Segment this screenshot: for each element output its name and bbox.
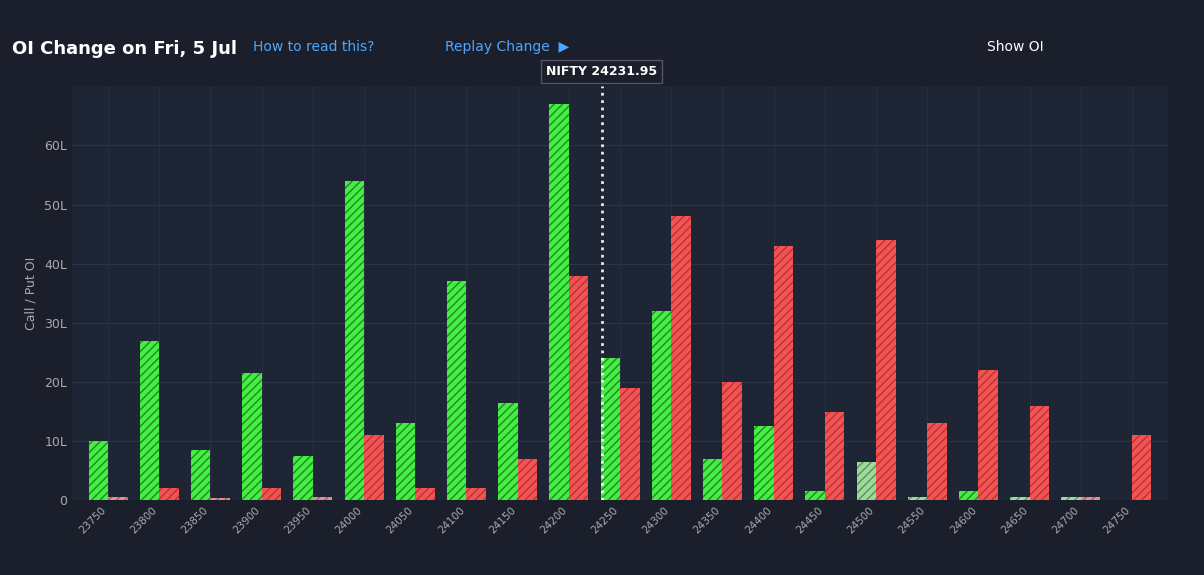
Bar [1010, 497, 1029, 500]
Bar [1132, 435, 1151, 500]
Text: OI Change on Fri, 5 Jul: OI Change on Fri, 5 Jul [12, 40, 237, 58]
Bar [140, 340, 159, 500]
Y-axis label: Call / Put OI: Call / Put OI [24, 256, 37, 330]
Bar [140, 340, 159, 500]
Bar [498, 402, 518, 500]
Bar [877, 240, 896, 500]
Bar [722, 382, 742, 500]
Bar [191, 450, 211, 500]
Bar [242, 373, 261, 500]
Bar [364, 435, 384, 500]
Text: Show OI: Show OI [987, 40, 1044, 54]
Bar [908, 497, 927, 500]
Bar [313, 497, 332, 500]
Bar [754, 426, 774, 500]
Bar [108, 497, 128, 500]
Bar [1081, 497, 1100, 500]
Bar [877, 240, 896, 500]
Bar [601, 358, 620, 500]
Bar [620, 388, 639, 500]
Bar [856, 462, 877, 500]
Bar [672, 216, 691, 500]
Bar [466, 488, 486, 500]
Bar [960, 492, 979, 500]
Bar [908, 497, 927, 500]
Bar [1132, 435, 1151, 500]
Bar [774, 246, 793, 500]
Bar [1010, 497, 1029, 500]
Bar [1029, 405, 1049, 500]
Bar [979, 370, 998, 500]
Bar [89, 441, 108, 500]
Bar [261, 488, 281, 500]
Bar [722, 382, 742, 500]
Bar [754, 426, 774, 500]
Bar [927, 423, 946, 500]
Bar [344, 181, 364, 500]
Bar [549, 104, 568, 500]
Bar [211, 499, 230, 500]
Bar [498, 402, 518, 500]
Bar [1062, 497, 1081, 500]
Bar [466, 488, 486, 500]
Bar [825, 412, 844, 500]
Bar [294, 456, 313, 500]
Bar [242, 373, 261, 500]
Bar [651, 311, 672, 500]
Bar [415, 488, 435, 500]
Bar [261, 488, 281, 500]
Bar [518, 459, 537, 500]
Bar [159, 488, 178, 500]
Bar [960, 492, 979, 500]
Bar [396, 423, 415, 500]
Bar [447, 281, 466, 500]
Bar [447, 281, 466, 500]
Bar [774, 246, 793, 500]
Bar [108, 497, 128, 500]
Bar [364, 435, 384, 500]
Bar [344, 181, 364, 500]
Bar [313, 497, 332, 500]
Bar [294, 456, 313, 500]
Bar [1029, 405, 1049, 500]
Bar [415, 488, 435, 500]
Text: NIFTY 24231.95: NIFTY 24231.95 [547, 65, 657, 78]
Bar [805, 492, 825, 500]
Bar [601, 358, 620, 500]
Bar [568, 275, 589, 500]
Bar [979, 370, 998, 500]
Bar [159, 488, 178, 500]
Bar [191, 450, 211, 500]
Bar [703, 459, 722, 500]
Bar [1081, 497, 1100, 500]
Bar [211, 499, 230, 500]
Bar [703, 459, 722, 500]
Text: How to read this?: How to read this? [253, 40, 374, 54]
Bar [549, 104, 568, 500]
Bar [1062, 497, 1081, 500]
Bar [927, 423, 946, 500]
Bar [89, 441, 108, 500]
Bar [672, 216, 691, 500]
Bar [651, 311, 672, 500]
Bar [396, 423, 415, 500]
Bar [825, 412, 844, 500]
Bar [805, 492, 825, 500]
Bar [620, 388, 639, 500]
Bar [856, 462, 877, 500]
Bar [518, 459, 537, 500]
Bar [568, 275, 589, 500]
Text: Replay Change  ▶: Replay Change ▶ [445, 40, 569, 54]
